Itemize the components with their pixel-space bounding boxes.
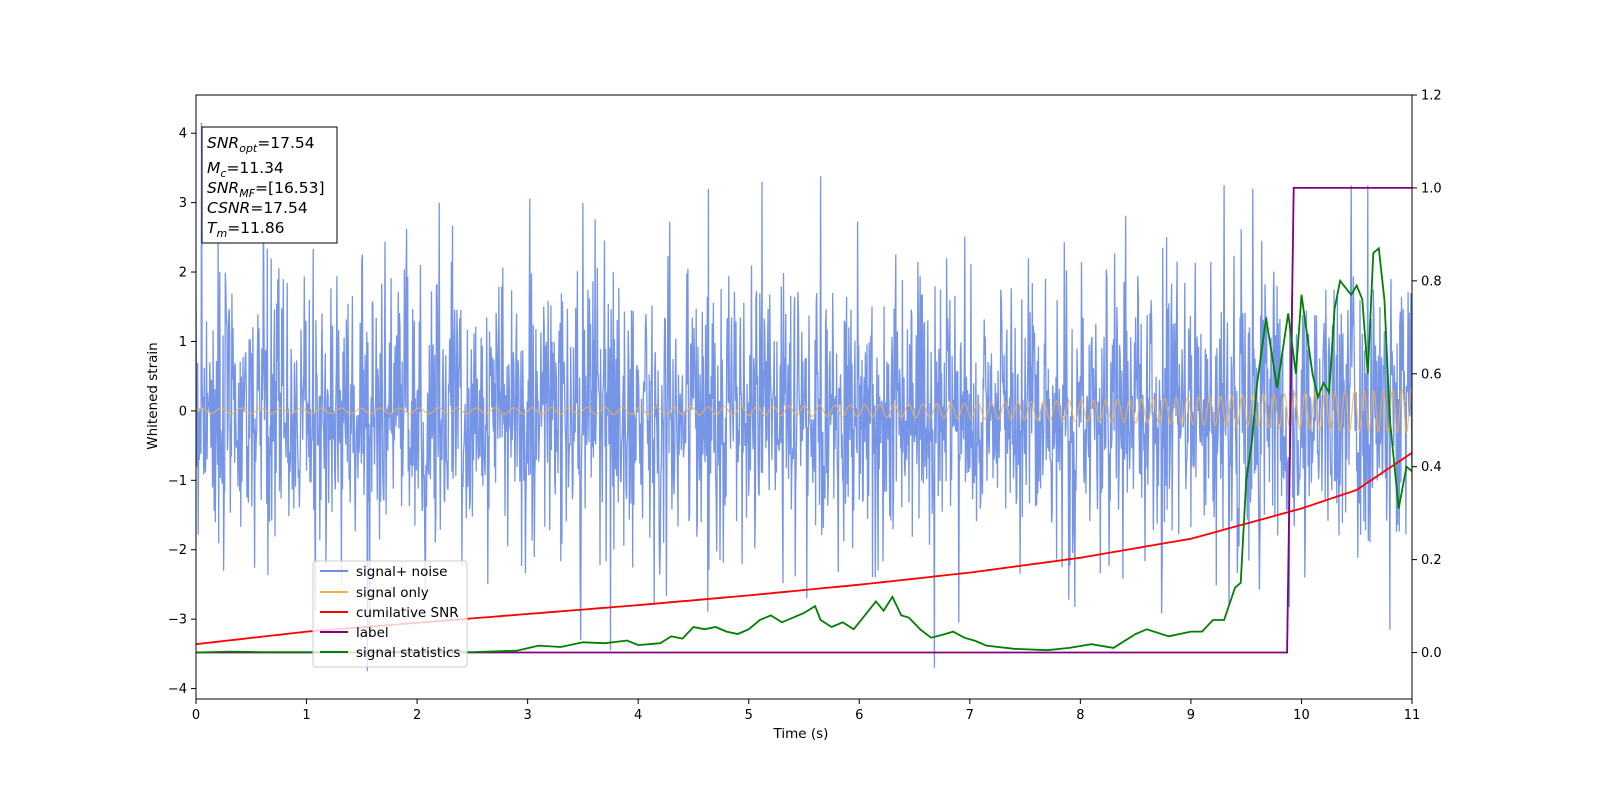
x-tick-label: 6 (855, 708, 863, 723)
right-y-tick-label: 0.8 (1421, 274, 1442, 289)
info-line-snr-mf: SNRMF=[16.53] (207, 179, 325, 200)
info-line-snr-opt: SNRopt=17.54 (207, 134, 315, 155)
x-tick-label: 11 (1404, 708, 1421, 723)
y-tick-label: −1 (168, 474, 187, 489)
right-y-tick-label: 0.0 (1421, 646, 1442, 661)
x-tick-label: 2 (413, 708, 421, 723)
x-axis-ticks: 0 1 2 3 4 5 6 7 8 9 10 11 (192, 699, 1420, 723)
x-tick-label: 9 (1187, 708, 1195, 723)
x-tick-label: 5 (745, 708, 753, 723)
y-axis-ticks: −4 −3 −2 −1 0 1 2 3 4 (168, 127, 196, 697)
y-tick-label: 4 (179, 127, 187, 142)
legend-label-cumulative-snr: cumilative SNR (356, 605, 459, 621)
right-y-tick-label: 0.2 (1421, 553, 1442, 568)
x-tick-label: 10 (1293, 708, 1310, 723)
legend-entry-cumulative-snr: cumilative SNR (320, 605, 459, 621)
series-signal-noise (196, 122, 1412, 672)
x-tick-label: 3 (523, 708, 531, 723)
series-signal-only (196, 387, 1412, 434)
legend-label-signal-noise: signal+ noise (356, 564, 447, 580)
right-y-tick-label: 0.4 (1421, 460, 1442, 475)
x-axis-label: Time (s) (773, 726, 829, 742)
info-box: SNRopt=17.54 Mc=11.34 SNRMF=[16.53] CSNR… (201, 126, 338, 244)
legend-label-signal-statistics: signal statistics (356, 645, 460, 661)
x-tick-label: 1 (302, 708, 310, 723)
y-tick-label: 1 (179, 335, 187, 350)
y-tick-label: −3 (168, 613, 187, 628)
legend: signal+ noise signal only cumilative SNR… (312, 560, 468, 668)
y-axis-label: Whitened strain (145, 342, 161, 449)
right-y-tick-label: 1.2 (1421, 89, 1442, 104)
info-line-merger-time: Tm=11.86 (207, 219, 285, 240)
series-label (196, 187, 1412, 654)
info-line-chirp-mass: Mc=11.34 (207, 159, 284, 180)
series-signal-statistics (196, 246, 1412, 654)
y-tick-label: −4 (168, 682, 187, 697)
right-y-tick-label: 1.0 (1421, 181, 1442, 196)
x-tick-label: 7 (966, 708, 974, 723)
legend-label-signal-only: signal only (356, 585, 429, 601)
y-tick-label: 0 (179, 404, 187, 419)
axes-frame (195, 94, 1413, 700)
info-box-frame (201, 126, 338, 244)
x-tick-label: 0 (192, 708, 200, 723)
x-tick-label: 8 (1076, 708, 1084, 723)
right-y-tick-label: 0.6 (1421, 367, 1442, 382)
y-tick-label: 3 (179, 196, 187, 211)
legend-entry-signal-noise: signal+ noise (320, 564, 447, 580)
x-tick-label: 4 (634, 708, 642, 723)
legend-label-label: label (356, 625, 389, 641)
info-line-csnr: CSNR=17.54 (207, 199, 308, 217)
legend-entry-label: label (320, 625, 389, 641)
right-y-axis-ticks: 0.0 0.2 0.4 0.6 0.8 1.0 1.2 (1412, 89, 1442, 661)
legend-frame (312, 560, 468, 668)
legend-entry-signal-only: signal only (320, 585, 429, 601)
y-tick-label: 2 (179, 266, 187, 281)
y-tick-label: −2 (168, 543, 187, 558)
legend-entry-signal-statistics: signal statistics (320, 645, 460, 661)
